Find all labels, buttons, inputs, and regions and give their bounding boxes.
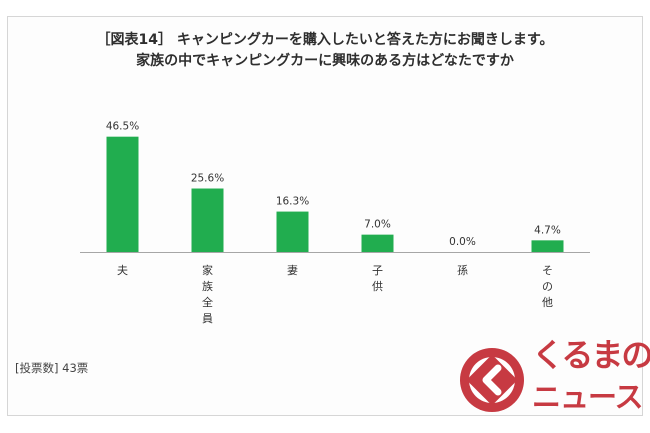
data-label: 46.5% <box>106 121 139 133</box>
chart-title-line-2: 家族の中でキャンピングカーに興味のある方はどなたですか <box>136 53 514 69</box>
bar <box>276 211 309 252</box>
bar <box>191 188 224 252</box>
category-label: その他 <box>542 264 553 309</box>
category-label: 家族全員 <box>202 263 213 325</box>
data-label: 7.0% <box>364 219 391 231</box>
bar <box>106 136 139 252</box>
data-label: 25.6% <box>191 173 224 185</box>
category-label: 子供 <box>372 264 383 293</box>
chart-title-line-1: ［図表14］ キャンピングカーを購入したいと答えた方にお聞きします。 <box>96 32 554 48</box>
sample-size-note: [投票数] 43票 <box>15 361 89 375</box>
category-label: 夫 <box>117 264 128 277</box>
bar <box>531 240 564 252</box>
logo-mark-icon <box>460 348 524 412</box>
bar <box>361 234 394 252</box>
category-label: 孫 <box>457 264 468 277</box>
data-label: 16.3% <box>276 196 309 208</box>
kuruma-no-news-logo: くるまの ニュース <box>454 322 650 422</box>
data-label: 4.7% <box>534 224 561 236</box>
logo-text-line-1: くるまの <box>532 336 650 374</box>
data-label: 0.0% <box>449 236 476 248</box>
chart-title: ［図表14］ キャンピングカーを購入したいと答えた方にお聞きします。 家族の中で… <box>0 30 650 72</box>
logo-text-line-2: ニュース <box>532 380 644 414</box>
category-label: 妻 <box>287 264 298 277</box>
